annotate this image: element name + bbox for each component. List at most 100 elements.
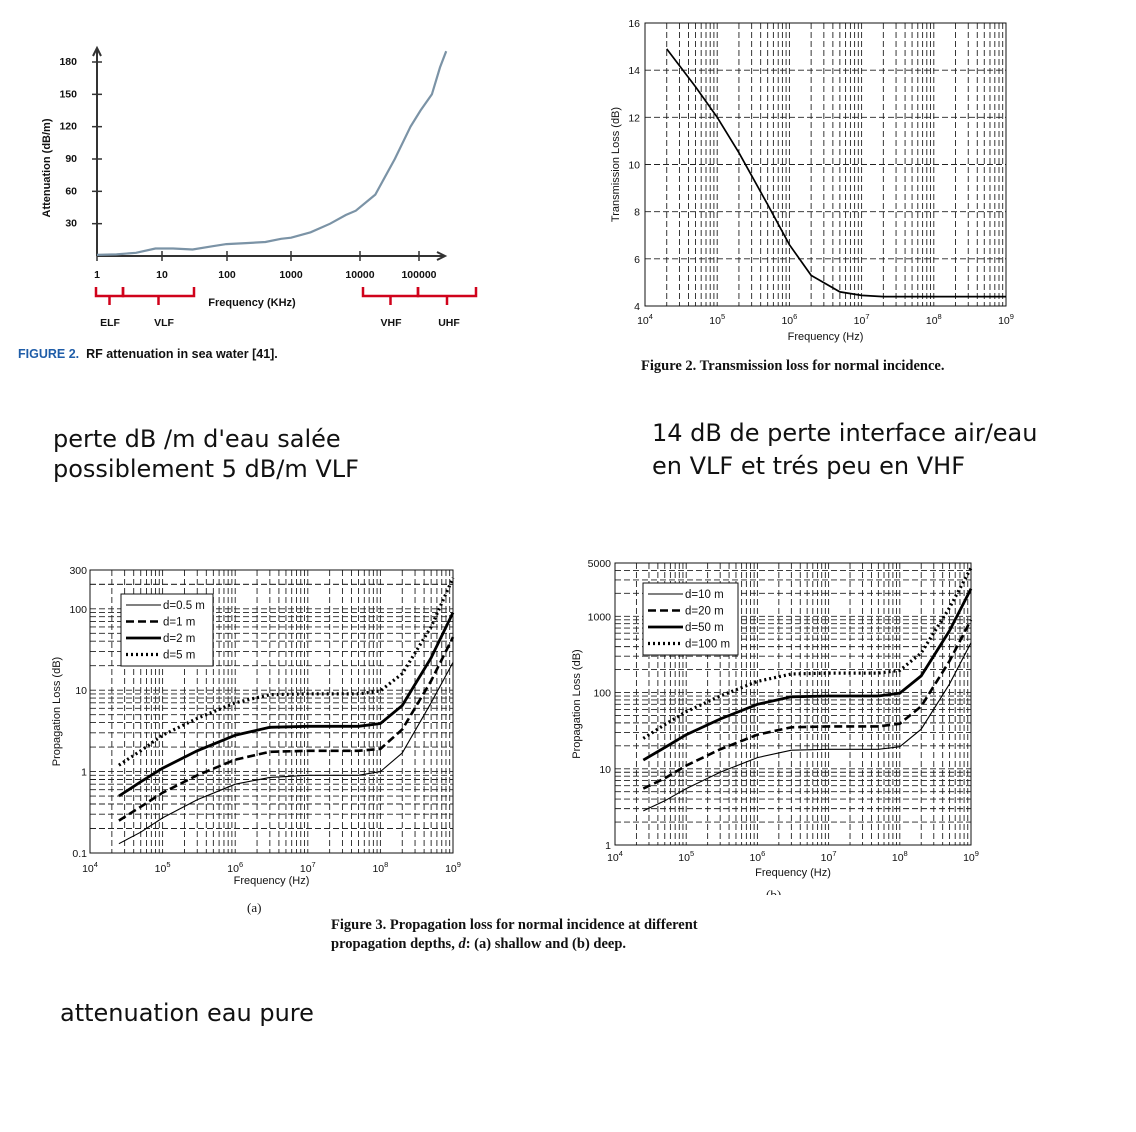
tl-x-tick-label: 105 xyxy=(709,312,725,327)
tl-grid xyxy=(645,23,1006,306)
pa-series-line-2 xyxy=(118,636,455,822)
pa-x-tick-label: 104 xyxy=(82,860,98,875)
rf-x-tick-label: 1 xyxy=(94,269,100,281)
rf-x-tick-label: 10000 xyxy=(345,269,374,281)
pb-x-tick-label: 109 xyxy=(963,849,979,864)
pa-x-tick-label: 107 xyxy=(300,860,316,875)
pb-x-tick-label: 108 xyxy=(892,849,908,864)
pb-y-tick-label: 1000 xyxy=(588,611,612,623)
pb-x-tick-label: 104 xyxy=(607,849,623,864)
pa-y-tick-label: 300 xyxy=(69,565,87,577)
tl-series xyxy=(666,48,1006,298)
pa-series xyxy=(118,577,455,845)
pa-y-tick-label: 1 xyxy=(81,767,87,779)
pb-y-tick-label: 5000 xyxy=(588,558,612,570)
rf-y-axis-arrow xyxy=(92,45,102,57)
rf-frequency-bands: ELF VLF VHF UHF xyxy=(94,287,478,329)
pa-legend-label: d=1 m xyxy=(163,617,195,629)
pa-y-axis-label: Propagation Loss (dB) xyxy=(51,657,63,766)
pa-y-tick-label: 0.1 xyxy=(72,848,87,860)
pb-x-tick-label: 106 xyxy=(749,849,765,864)
band-label-vhf: VHF xyxy=(381,317,403,329)
rf-y-tick-label: 60 xyxy=(65,185,77,197)
tl-y-tick-label: 12 xyxy=(628,112,640,124)
tl-series-line xyxy=(666,48,1006,298)
uhf-bracket xyxy=(416,287,478,305)
band-label-vlf: VLF xyxy=(154,317,174,329)
rf-y-tick-label: 90 xyxy=(65,153,77,165)
tl-y-tick-label: 14 xyxy=(628,65,640,77)
prop-figure-caption: Figure 3. Propagation loss for normal in… xyxy=(331,916,698,954)
tl-y-tick-label: 8 xyxy=(634,207,640,219)
pa-legend-label: d=5 m xyxy=(163,650,195,662)
pa-x-tick-label: 109 xyxy=(445,860,461,875)
prop-caption-line2: propagation depths, d: (a) shallow and (… xyxy=(331,936,627,952)
rf-y-tick-label: 120 xyxy=(59,121,77,133)
note-interface-line1: 14 dB de perte interface air/eau xyxy=(652,419,1038,447)
pb-legend-label: d=20 m xyxy=(685,606,724,618)
rf-figure-caption: FIGURE 2. RF attenuation in sea water [4… xyxy=(18,347,278,361)
pb-legend: d=10 m d=20 m d=50 m d=100 m xyxy=(642,582,739,656)
pb-series-line-1 xyxy=(643,642,972,812)
pa-x-tick-label: 106 xyxy=(227,860,243,875)
note-pure-water: attenuation eau pure xyxy=(60,999,314,1027)
note-interface: 14 dB de perte interface air/eau en VLF … xyxy=(652,417,1037,483)
pb-y-tick-label: 10 xyxy=(599,764,611,776)
rf-x-tick-label: 10 xyxy=(156,269,168,281)
vlf-bracket xyxy=(121,287,196,305)
rf-figure-text: RF attenuation in sea water [41]. xyxy=(86,347,278,361)
rf-attenuation-line xyxy=(96,50,448,256)
rf-figure-label: FIGURE 2. xyxy=(18,347,80,361)
tl-x-tick-label: 109 xyxy=(998,312,1014,327)
rf-x-tick-label: 100 xyxy=(218,269,236,281)
tl-y-tick-label: 16 xyxy=(628,18,640,30)
pb-series xyxy=(642,567,973,812)
pb-x-axis-label: Frequency (Hz) xyxy=(755,867,831,879)
pa-x-tick-label: 108 xyxy=(372,860,388,875)
tl-y-tick-label: 10 xyxy=(628,160,640,172)
pb-legend-label: d=50 m xyxy=(685,622,724,634)
pb-y-tick-label: 100 xyxy=(593,688,611,700)
pa-axes: 104 105 106 107 108 109 0.1 1 10 100 300 Frequency … xyxy=(51,565,461,887)
rf-x-axis-arrow xyxy=(436,251,448,261)
pa-x-axis-label: Frequency (Hz) xyxy=(234,875,310,887)
subfigure-b-label: (b) xyxy=(766,887,782,895)
pb-series-line-2 xyxy=(642,619,973,790)
subfigure-a-label: (a) xyxy=(247,900,262,915)
note-interface-line2: en VLF et trés peu en VHF xyxy=(652,452,965,480)
pa-y-tick-label: 10 xyxy=(75,685,87,697)
prop-caption-line1: Figure 3. Propagation loss for normal in… xyxy=(331,917,698,933)
pa-grid xyxy=(90,570,453,853)
band-label-elf: ELF xyxy=(100,317,120,329)
tl-x-tick-label: 104 xyxy=(637,312,653,327)
tl-axes: 104 105 106 107 108 109 4 6 8 10 12 14 16 Frequency (… xyxy=(610,18,1014,343)
pb-y-tick-label: 1 xyxy=(605,840,611,852)
rf-x-tick-label: 1000 xyxy=(279,269,303,281)
pa-legend-label: d=2 m xyxy=(163,633,195,645)
pa-series-line-3 xyxy=(118,611,455,798)
pb-series-line-4 xyxy=(642,567,973,740)
pa-legend-label: d=0.5 m xyxy=(163,600,205,612)
tl-y-tick-label: 6 xyxy=(634,254,640,266)
tl-x-tick-label: 107 xyxy=(854,312,870,327)
tl-x-tick-label: 106 xyxy=(781,312,797,327)
tl-plot-frame xyxy=(644,22,1007,307)
tl-x-tick-label: 108 xyxy=(926,312,942,327)
band-label-uhf: UHF xyxy=(438,317,460,329)
tl-y-tick-label: 4 xyxy=(634,301,640,313)
rf-x-axis-label: Frequency (KHz) xyxy=(208,297,296,309)
pb-y-axis-label: Propagation Loss (dB) xyxy=(571,649,583,758)
pb-series-line-3 xyxy=(642,588,973,762)
pb-plot-frame xyxy=(614,562,972,846)
rf-x-tick-label: 100000 xyxy=(401,269,436,281)
pa-series-line-4 xyxy=(118,577,455,767)
pb-legend-label: d=10 m xyxy=(685,589,724,601)
pa-series-line-1 xyxy=(118,662,454,845)
tl-figure-caption: Figure 2. Transmission loss for normal i… xyxy=(641,358,945,374)
pa-legend: d=0.5 m d=1 m d=2 m d=5 m xyxy=(120,593,214,667)
pb-axes: 104 105 106 107 108 10911010010005000Frequenc… xyxy=(571,558,979,879)
